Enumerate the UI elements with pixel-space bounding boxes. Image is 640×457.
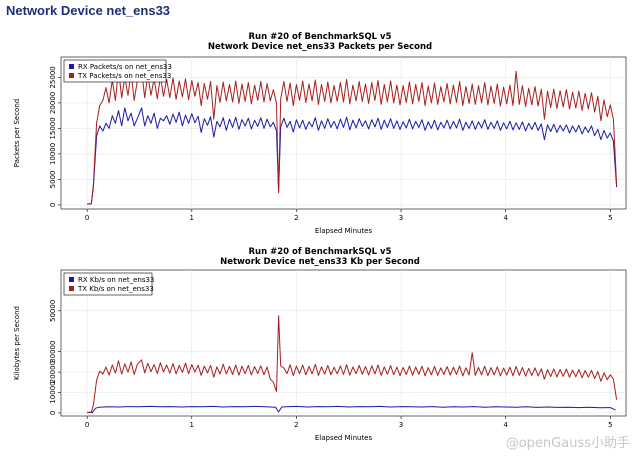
x-tick-label: 2: [294, 421, 298, 429]
x-tick-label: 0: [85, 421, 89, 429]
legend-swatch-tx: [69, 73, 74, 78]
series-line-tx: [87, 315, 618, 413]
chart-subtitle: Network Device net_ens33 Packets per Sec…: [208, 42, 432, 52]
legend-box: [63, 272, 153, 296]
x-axis-label: Elapsed Minutes: [315, 227, 373, 235]
x-tick-label: 3: [399, 214, 403, 222]
y-tick-label: 15000: [49, 117, 57, 139]
legend-label-tx: TX Kb/s on net_ens33: [77, 285, 154, 293]
x-tick-label: 5: [608, 214, 612, 222]
y-tick-label: 20000: [49, 92, 57, 114]
y-tick-label: 25000: [49, 66, 57, 88]
chart-subtitle: Network Device net_ens33 Kb per Second: [220, 257, 420, 267]
y-tick-label: 0: [49, 411, 57, 415]
chart-title: Run #20 of BenchmarkSQL v5: [248, 32, 391, 42]
y-tick-label: 20000: [49, 361, 57, 383]
plot-area: [60, 269, 627, 417]
y-tick-label: 10000: [49, 143, 57, 165]
x-axis-label: Elapsed Minutes: [315, 434, 373, 442]
legend-swatch-tx: [69, 286, 74, 291]
y-tick-label: 0: [49, 203, 57, 207]
series-line-rx: [87, 405, 616, 413]
chart-title: Run #20 of BenchmarkSQL v5: [248, 247, 391, 257]
x-tick-label: 3: [399, 421, 403, 429]
legend-label-rx: RX Packets/s on net_ens33: [78, 63, 172, 71]
x-tick-label: 2: [294, 214, 298, 222]
y-tick-label: 10000: [49, 381, 57, 403]
legend-swatch-rx: [69, 64, 74, 69]
series-line-tx: [87, 69, 618, 205]
watermark-text: @openGauss小助手: [505, 436, 630, 451]
x-tick-label: 0: [85, 214, 89, 222]
x-tick-label: 4: [503, 421, 508, 429]
series-line-rx: [87, 107, 618, 205]
x-tick-label: 1: [190, 421, 194, 429]
page-title: Network Device net_ens33: [6, 3, 171, 18]
x-tick-label: 1: [190, 214, 194, 222]
y-tick-label: 5000: [49, 171, 57, 189]
legend-label-tx: TX Packets/s on net_ens33: [77, 72, 171, 80]
legend-swatch-rx: [69, 277, 74, 282]
y-axis-label: Packets per Second: [13, 99, 21, 167]
y-tick-label: 50000: [49, 300, 57, 322]
x-tick-label: 5: [608, 421, 612, 429]
legend-label-rx: RX Kb/s on net_ens33: [78, 276, 154, 284]
legend-box: [63, 59, 167, 83]
y-axis-label: Kilobytes per Second: [13, 306, 21, 380]
x-tick-label: 4: [503, 214, 508, 222]
y-tick-label: 30000: [49, 341, 57, 363]
